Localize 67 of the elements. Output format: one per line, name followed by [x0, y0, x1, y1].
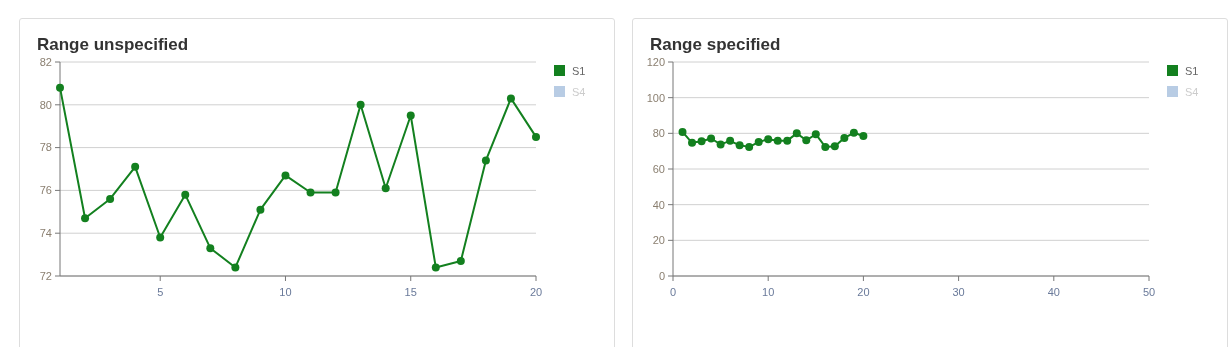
point: [156, 233, 165, 242]
point: [792, 129, 801, 138]
point: [231, 263, 240, 272]
x-tick-label: 15: [404, 286, 417, 298]
point: [306, 188, 315, 197]
point: [381, 184, 390, 193]
point: [849, 128, 858, 137]
point: [697, 137, 706, 146]
point: [56, 83, 64, 92]
y-tick-label: 82: [39, 55, 52, 68]
point: [745, 142, 754, 151]
point: [802, 136, 811, 145]
point: [506, 94, 515, 103]
point: [830, 142, 839, 151]
point: [456, 257, 465, 266]
point: [281, 171, 290, 180]
y-tick-label: 40: [652, 198, 665, 211]
x-tick-label: 30: [952, 286, 965, 298]
point: [131, 162, 140, 171]
point: [181, 190, 190, 199]
point: [716, 140, 725, 149]
x-tick-label: 50: [1142, 286, 1156, 298]
point: [754, 138, 763, 147]
legend-label: S1: [1185, 64, 1199, 77]
x-tick-label: 40: [1047, 286, 1060, 298]
x-tick-label: 0: [669, 286, 677, 298]
point: [431, 263, 440, 272]
point: [811, 130, 820, 139]
point: [688, 138, 697, 147]
y-tick-label: 120: [646, 55, 665, 68]
point: [726, 136, 735, 145]
y-tick-label: 20: [652, 234, 665, 247]
point: [532, 132, 540, 141]
point: [406, 111, 415, 120]
y-tick-label: 72: [39, 269, 52, 282]
point: [773, 136, 782, 145]
x-tick-label: 20: [529, 286, 543, 298]
point: [206, 244, 215, 253]
y-tick-label: 74: [39, 227, 52, 240]
point: [331, 188, 340, 197]
y-tick-label: 0: [658, 269, 665, 282]
point: [764, 135, 773, 144]
y-tick-label: 76: [39, 184, 52, 197]
y-tick-label: 60: [652, 162, 665, 175]
x-tick-label: 20: [857, 286, 870, 298]
x-tick-label: 10: [279, 286, 292, 298]
y-tick-label: 80: [652, 127, 665, 140]
point: [481, 156, 490, 165]
chart-title: Range unspecified: [37, 35, 189, 54]
point: [81, 214, 90, 223]
point: [859, 132, 868, 141]
point: [840, 133, 849, 142]
y-tick-label: 78: [39, 141, 52, 154]
point: [678, 127, 687, 136]
x-tick-label: 5: [157, 286, 164, 298]
y-tick-label: 80: [39, 98, 52, 111]
point: [783, 136, 792, 145]
point: [707, 134, 716, 143]
y-tick-label: 100: [646, 91, 665, 104]
point: [356, 100, 365, 109]
legend-label: S1: [572, 64, 586, 77]
x-tick-label: 10: [762, 286, 775, 298]
point: [256, 205, 265, 214]
chart-title: Range specified: [650, 35, 781, 54]
point: [735, 141, 744, 150]
point: [821, 142, 830, 151]
point: [106, 194, 115, 203]
